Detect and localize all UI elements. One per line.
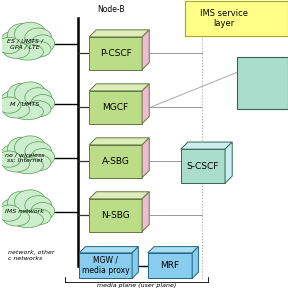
Ellipse shape xyxy=(12,44,43,60)
Polygon shape xyxy=(9,41,45,47)
Ellipse shape xyxy=(24,209,51,225)
Text: ne / wireless
ss; Internet: ne / wireless ss; Internet xyxy=(5,152,45,163)
Ellipse shape xyxy=(24,155,51,171)
Polygon shape xyxy=(89,138,149,145)
Text: ES / UMTS /
GPA / LTE: ES / UMTS / GPA / LTE xyxy=(7,39,43,50)
Polygon shape xyxy=(9,101,45,107)
Ellipse shape xyxy=(31,94,55,112)
Ellipse shape xyxy=(3,156,30,172)
Polygon shape xyxy=(142,84,149,124)
Polygon shape xyxy=(225,142,232,183)
Ellipse shape xyxy=(14,136,46,160)
Polygon shape xyxy=(9,155,45,160)
Polygon shape xyxy=(89,37,142,70)
Text: S-CSCF: S-CSCF xyxy=(187,162,219,171)
Ellipse shape xyxy=(31,149,55,166)
Ellipse shape xyxy=(7,24,36,48)
Text: MGCF: MGCF xyxy=(103,103,129,112)
Ellipse shape xyxy=(31,35,55,52)
Ellipse shape xyxy=(14,22,46,46)
Text: network, other
c networks: network, other c networks xyxy=(7,250,54,261)
Ellipse shape xyxy=(3,102,30,118)
Ellipse shape xyxy=(12,104,43,120)
Polygon shape xyxy=(181,142,232,149)
Ellipse shape xyxy=(7,137,36,161)
Ellipse shape xyxy=(14,190,46,214)
Polygon shape xyxy=(181,149,225,183)
Polygon shape xyxy=(142,192,149,232)
Text: P-CSCF: P-CSCF xyxy=(100,49,132,58)
Polygon shape xyxy=(148,247,198,253)
Ellipse shape xyxy=(1,90,28,110)
Polygon shape xyxy=(142,138,149,178)
Text: media plane (user plane): media plane (user plane) xyxy=(97,283,176,288)
Ellipse shape xyxy=(25,142,52,161)
Polygon shape xyxy=(79,247,138,253)
Ellipse shape xyxy=(1,198,28,218)
Ellipse shape xyxy=(3,42,30,58)
Ellipse shape xyxy=(25,28,52,48)
Ellipse shape xyxy=(25,196,52,215)
Ellipse shape xyxy=(0,205,21,221)
Text: IMS network: IMS network xyxy=(5,209,44,214)
Text: N-SBG: N-SBG xyxy=(101,211,130,220)
Bar xyxy=(236,57,288,109)
Polygon shape xyxy=(89,199,142,232)
Text: MGW /
media proxy: MGW / media proxy xyxy=(82,256,129,275)
Polygon shape xyxy=(89,192,149,199)
Text: IMS service
layer: IMS service layer xyxy=(200,9,248,28)
Ellipse shape xyxy=(7,83,36,107)
Ellipse shape xyxy=(25,88,52,107)
Polygon shape xyxy=(89,145,142,178)
Ellipse shape xyxy=(7,191,36,215)
Polygon shape xyxy=(132,247,138,278)
Polygon shape xyxy=(79,253,132,278)
Ellipse shape xyxy=(1,145,28,164)
Ellipse shape xyxy=(3,210,30,226)
Polygon shape xyxy=(89,30,149,37)
Ellipse shape xyxy=(31,202,55,220)
Text: M / UMTS: M / UMTS xyxy=(10,101,39,106)
Polygon shape xyxy=(148,253,192,278)
Ellipse shape xyxy=(12,211,43,228)
Ellipse shape xyxy=(1,31,28,50)
Ellipse shape xyxy=(0,37,21,54)
Ellipse shape xyxy=(12,158,43,174)
Ellipse shape xyxy=(0,151,21,167)
Ellipse shape xyxy=(24,101,51,117)
Ellipse shape xyxy=(24,41,51,57)
Text: A-SBG: A-SBG xyxy=(102,157,130,166)
Text: Node-B: Node-B xyxy=(97,5,124,14)
Bar xyxy=(185,1,288,35)
Ellipse shape xyxy=(14,82,46,106)
Polygon shape xyxy=(9,209,45,215)
Polygon shape xyxy=(89,84,149,91)
Polygon shape xyxy=(142,30,149,70)
Text: MRF: MRF xyxy=(160,261,179,270)
Polygon shape xyxy=(192,247,198,278)
Polygon shape xyxy=(89,91,142,124)
Ellipse shape xyxy=(0,97,21,113)
